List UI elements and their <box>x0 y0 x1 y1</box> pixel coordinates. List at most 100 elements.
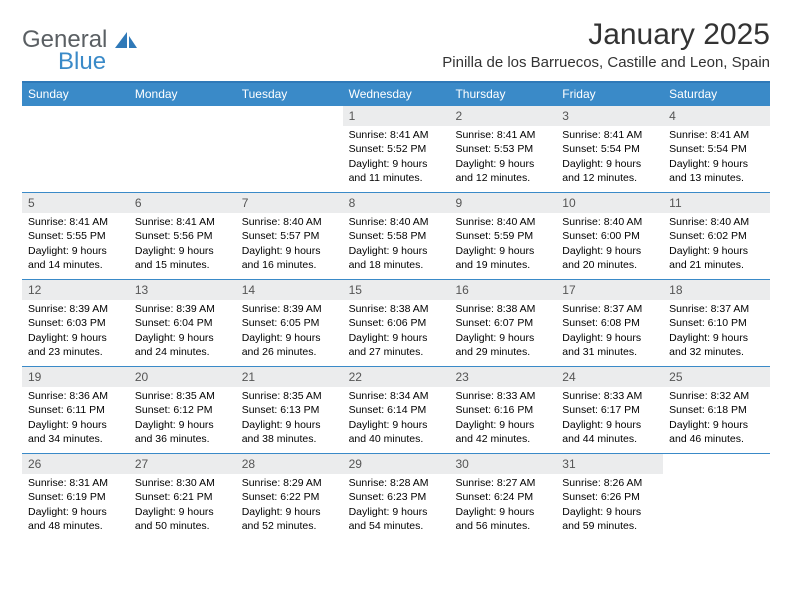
day-details: Sunrise: 8:41 AMSunset: 5:53 PMDaylight:… <box>449 128 556 189</box>
calendar-cell <box>129 106 236 192</box>
daylight-text: Daylight: 9 hours <box>28 244 125 258</box>
day-number: 9 <box>449 193 556 213</box>
daylight-text: and 34 minutes. <box>28 432 125 446</box>
calendar: Sunday Monday Tuesday Wednesday Thursday… <box>22 81 770 540</box>
daylight-text: Daylight: 9 hours <box>349 244 446 258</box>
calendar-cell: 12Sunrise: 8:39 AMSunset: 6:03 PMDayligh… <box>22 280 129 366</box>
day-details: Sunrise: 8:30 AMSunset: 6:21 PMDaylight:… <box>129 476 236 537</box>
daylight-text: and 27 minutes. <box>349 345 446 359</box>
day-details: Sunrise: 8:39 AMSunset: 6:04 PMDaylight:… <box>129 302 236 363</box>
sunset-text: Sunset: 6:02 PM <box>669 229 766 243</box>
sunset-text: Sunset: 6:05 PM <box>242 316 339 330</box>
sunset-text: Sunset: 5:54 PM <box>669 142 766 156</box>
sunrise-text: Sunrise: 8:41 AM <box>455 128 552 142</box>
sunset-text: Sunset: 6:18 PM <box>669 403 766 417</box>
calendar-cell: 23Sunrise: 8:33 AMSunset: 6:16 PMDayligh… <box>449 367 556 453</box>
day-number: 24 <box>556 367 663 387</box>
sunset-text: Sunset: 6:14 PM <box>349 403 446 417</box>
calendar-cell: 29Sunrise: 8:28 AMSunset: 6:23 PMDayligh… <box>343 454 450 540</box>
day-number: 25 <box>663 367 770 387</box>
day-number: 12 <box>22 280 129 300</box>
day-details: Sunrise: 8:40 AMSunset: 6:02 PMDaylight:… <box>663 215 770 276</box>
day-number: 5 <box>22 193 129 213</box>
daylight-text: Daylight: 9 hours <box>669 157 766 171</box>
sunrise-text: Sunrise: 8:38 AM <box>349 302 446 316</box>
day-details: Sunrise: 8:39 AMSunset: 6:05 PMDaylight:… <box>236 302 343 363</box>
sunset-text: Sunset: 6:11 PM <box>28 403 125 417</box>
daylight-text: Daylight: 9 hours <box>28 505 125 519</box>
day-number: 15 <box>343 280 450 300</box>
day-details: Sunrise: 8:39 AMSunset: 6:03 PMDaylight:… <box>22 302 129 363</box>
daylight-text: and 18 minutes. <box>349 258 446 272</box>
week-row: 5Sunrise: 8:41 AMSunset: 5:55 PMDaylight… <box>22 193 770 280</box>
day-number: 27 <box>129 454 236 474</box>
sunset-text: Sunset: 6:19 PM <box>28 490 125 504</box>
daylight-text: and 32 minutes. <box>669 345 766 359</box>
daylight-text: and 14 minutes. <box>28 258 125 272</box>
day-details: Sunrise: 8:41 AMSunset: 5:56 PMDaylight:… <box>129 215 236 276</box>
sunrise-text: Sunrise: 8:41 AM <box>562 128 659 142</box>
daylight-text: and 29 minutes. <box>455 345 552 359</box>
calendar-cell: 26Sunrise: 8:31 AMSunset: 6:19 PMDayligh… <box>22 454 129 540</box>
sunrise-text: Sunrise: 8:37 AM <box>562 302 659 316</box>
sunrise-text: Sunrise: 8:37 AM <box>669 302 766 316</box>
sunset-text: Sunset: 6:12 PM <box>135 403 232 417</box>
day-details: Sunrise: 8:37 AMSunset: 6:10 PMDaylight:… <box>663 302 770 363</box>
daylight-text: and 13 minutes. <box>669 171 766 185</box>
day-details: Sunrise: 8:28 AMSunset: 6:23 PMDaylight:… <box>343 476 450 537</box>
calendar-cell: 13Sunrise: 8:39 AMSunset: 6:04 PMDayligh… <box>129 280 236 366</box>
daylight-text: and 42 minutes. <box>455 432 552 446</box>
daylight-text: Daylight: 9 hours <box>349 157 446 171</box>
daylight-text: and 38 minutes. <box>242 432 339 446</box>
daylight-text: and 16 minutes. <box>242 258 339 272</box>
sunrise-text: Sunrise: 8:27 AM <box>455 476 552 490</box>
title-block: January 2025 Pinilla de los Barruecos, C… <box>442 18 770 71</box>
sunrise-text: Sunrise: 8:32 AM <box>669 389 766 403</box>
sunset-text: Sunset: 6:08 PM <box>562 316 659 330</box>
sunset-text: Sunset: 5:57 PM <box>242 229 339 243</box>
daylight-text: Daylight: 9 hours <box>455 505 552 519</box>
calendar-cell: 14Sunrise: 8:39 AMSunset: 6:05 PMDayligh… <box>236 280 343 366</box>
calendar-cell: 27Sunrise: 8:30 AMSunset: 6:21 PMDayligh… <box>129 454 236 540</box>
sunset-text: Sunset: 6:21 PM <box>135 490 232 504</box>
day-header: Thursday <box>449 83 556 106</box>
day-details: Sunrise: 8:40 AMSunset: 6:00 PMDaylight:… <box>556 215 663 276</box>
sunrise-text: Sunrise: 8:31 AM <box>28 476 125 490</box>
daylight-text: Daylight: 9 hours <box>455 157 552 171</box>
day-details: Sunrise: 8:37 AMSunset: 6:08 PMDaylight:… <box>556 302 663 363</box>
sunrise-text: Sunrise: 8:34 AM <box>349 389 446 403</box>
sunset-text: Sunset: 6:10 PM <box>669 316 766 330</box>
sunrise-text: Sunrise: 8:35 AM <box>242 389 339 403</box>
logo-sail-icon <box>113 30 139 50</box>
calendar-cell: 2Sunrise: 8:41 AMSunset: 5:53 PMDaylight… <box>449 106 556 192</box>
day-number: 11 <box>663 193 770 213</box>
day-details: Sunrise: 8:38 AMSunset: 6:06 PMDaylight:… <box>343 302 450 363</box>
daylight-text: Daylight: 9 hours <box>349 505 446 519</box>
sunset-text: Sunset: 6:22 PM <box>242 490 339 504</box>
daylight-text: and 20 minutes. <box>562 258 659 272</box>
calendar-cell: 6Sunrise: 8:41 AMSunset: 5:56 PMDaylight… <box>129 193 236 279</box>
week-row: 1Sunrise: 8:41 AMSunset: 5:52 PMDaylight… <box>22 106 770 193</box>
day-number: 28 <box>236 454 343 474</box>
daylight-text: Daylight: 9 hours <box>349 331 446 345</box>
calendar-cell: 11Sunrise: 8:40 AMSunset: 6:02 PMDayligh… <box>663 193 770 279</box>
sunset-text: Sunset: 6:24 PM <box>455 490 552 504</box>
sunrise-text: Sunrise: 8:41 AM <box>349 128 446 142</box>
day-details: Sunrise: 8:36 AMSunset: 6:11 PMDaylight:… <box>22 389 129 450</box>
sunrise-text: Sunrise: 8:35 AM <box>135 389 232 403</box>
day-details: Sunrise: 8:40 AMSunset: 5:57 PMDaylight:… <box>236 215 343 276</box>
calendar-cell: 9Sunrise: 8:40 AMSunset: 5:59 PMDaylight… <box>449 193 556 279</box>
day-header: Wednesday <box>343 83 450 106</box>
sunrise-text: Sunrise: 8:40 AM <box>562 215 659 229</box>
calendar-cell: 28Sunrise: 8:29 AMSunset: 6:22 PMDayligh… <box>236 454 343 540</box>
daylight-text: Daylight: 9 hours <box>135 418 232 432</box>
calendar-cell: 5Sunrise: 8:41 AMSunset: 5:55 PMDaylight… <box>22 193 129 279</box>
day-details: Sunrise: 8:33 AMSunset: 6:16 PMDaylight:… <box>449 389 556 450</box>
daylight-text: and 54 minutes. <box>349 519 446 533</box>
daylight-text: Daylight: 9 hours <box>135 331 232 345</box>
sunset-text: Sunset: 5:58 PM <box>349 229 446 243</box>
calendar-cell: 31Sunrise: 8:26 AMSunset: 6:26 PMDayligh… <box>556 454 663 540</box>
sunrise-text: Sunrise: 8:29 AM <box>242 476 339 490</box>
sunset-text: Sunset: 5:53 PM <box>455 142 552 156</box>
calendar-cell <box>22 106 129 192</box>
